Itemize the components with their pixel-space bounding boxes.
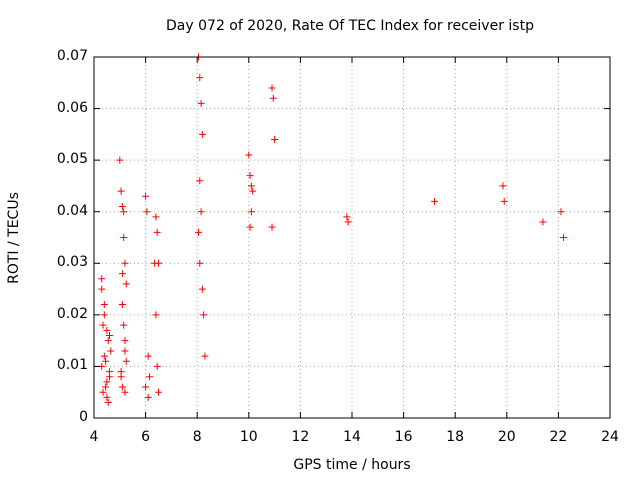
x-tick-label: 16 xyxy=(394,429,413,445)
data-point xyxy=(557,208,565,216)
data-point xyxy=(197,208,205,216)
data-point xyxy=(104,337,112,345)
data-point xyxy=(539,218,547,226)
data-point xyxy=(121,259,129,267)
data-point xyxy=(197,99,205,107)
data-point xyxy=(249,187,257,195)
data-point xyxy=(118,383,126,391)
data-point xyxy=(117,187,125,195)
data-point xyxy=(103,378,111,386)
data-point xyxy=(145,373,153,381)
data-point xyxy=(271,136,279,144)
data-point xyxy=(246,223,254,231)
y-tick-label: 0.04 xyxy=(56,202,88,219)
x-tick-label: 8 xyxy=(192,429,202,445)
data-point xyxy=(144,393,152,401)
data-point xyxy=(152,311,160,319)
data-point xyxy=(247,208,255,216)
data-point xyxy=(98,285,106,293)
data-point xyxy=(245,151,253,159)
y-tick-label: 0.03 xyxy=(56,254,88,271)
x-tick-label: 18 xyxy=(446,429,465,445)
y-tick-label: 0.07 xyxy=(56,48,88,64)
y-tick-label: 0.05 xyxy=(56,151,88,168)
x-tick-label: 10 xyxy=(239,429,258,445)
data-point xyxy=(560,234,568,241)
data-point xyxy=(103,326,111,334)
data-point xyxy=(118,270,126,278)
data-point xyxy=(196,74,204,82)
data-point xyxy=(99,321,107,329)
data-point xyxy=(121,347,129,355)
data-point xyxy=(198,130,206,138)
data-point xyxy=(100,301,108,309)
data-point xyxy=(105,331,113,339)
data-point xyxy=(247,182,255,190)
data-point xyxy=(117,373,125,381)
data-point xyxy=(104,399,112,407)
data-point xyxy=(194,228,202,236)
data-point xyxy=(118,203,126,211)
data-point xyxy=(201,352,209,360)
x-axis-label: GPS time / hours xyxy=(293,457,411,473)
grid-lines xyxy=(94,57,610,418)
data-point xyxy=(99,388,107,396)
data-point xyxy=(153,362,161,370)
data-point xyxy=(107,347,115,355)
data-point xyxy=(102,383,110,391)
data-point xyxy=(120,208,128,216)
data-point xyxy=(120,321,128,329)
x-tick-label: 24 xyxy=(601,429,619,445)
x-tick-label: 4 xyxy=(89,429,99,445)
data-points xyxy=(98,53,568,407)
data-point xyxy=(155,388,162,396)
data-point xyxy=(118,301,126,309)
data-point xyxy=(268,84,276,92)
data-point xyxy=(344,218,352,226)
data-point xyxy=(121,337,129,345)
data-point xyxy=(153,228,161,236)
y-tick-label: 0 xyxy=(79,409,88,425)
y-tick-label: 0.02 xyxy=(56,305,88,322)
data-point xyxy=(269,94,277,102)
y-tick-label: 0.06 xyxy=(56,99,88,116)
data-point xyxy=(105,373,113,381)
data-point xyxy=(198,285,206,293)
data-point xyxy=(142,192,150,200)
data-point xyxy=(268,223,276,231)
data-point xyxy=(100,311,108,319)
data-point xyxy=(120,234,128,241)
x-tick-label: 14 xyxy=(343,429,361,445)
x-tick-label: 6 xyxy=(141,429,151,445)
y-tick-label: 0.01 xyxy=(56,357,88,374)
data-point xyxy=(102,357,110,365)
chart-title: Day 072 of 2020, Rate Of TEC Index for r… xyxy=(166,18,534,34)
data-point xyxy=(152,213,160,221)
data-point xyxy=(122,280,130,288)
data-point xyxy=(142,383,150,391)
x-tick-label: 22 xyxy=(549,429,568,445)
x-tick-label: 20 xyxy=(497,429,516,445)
data-point xyxy=(121,388,129,396)
data-point xyxy=(143,208,151,216)
data-point xyxy=(196,259,204,267)
data-point xyxy=(343,213,351,221)
data-point xyxy=(200,311,208,319)
axis-ticks xyxy=(93,56,611,419)
data-point xyxy=(499,182,507,190)
data-point xyxy=(151,259,159,267)
data-point xyxy=(196,177,204,185)
data-point xyxy=(98,275,106,283)
data-point xyxy=(122,357,130,365)
data-point xyxy=(246,172,254,180)
data-point xyxy=(431,197,439,205)
data-point xyxy=(144,352,152,360)
data-point xyxy=(100,352,108,360)
data-point xyxy=(500,197,508,205)
x-tick-label: 12 xyxy=(291,429,310,445)
data-point xyxy=(116,156,124,164)
data-point xyxy=(103,393,111,401)
